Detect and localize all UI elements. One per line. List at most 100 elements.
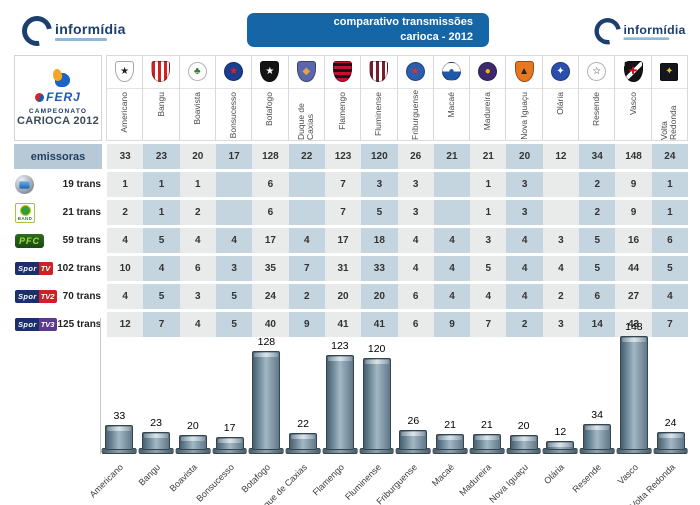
team-header-botafogo: ★ Botafogo bbox=[251, 55, 289, 141]
transmissions-cell: 24 bbox=[252, 284, 289, 309]
nova-igua-u-badge-icon: ▲ bbox=[514, 61, 534, 83]
bar-value-label: 148 bbox=[625, 321, 643, 333]
team-header-volta-redonda: ✦ Volta Redonda bbox=[650, 55, 688, 141]
transmissions-cell: 3 bbox=[215, 256, 253, 281]
chart-bar-bangu bbox=[142, 432, 171, 450]
transmissions-cell: 5 bbox=[215, 284, 253, 309]
bangu-badge-icon bbox=[151, 61, 171, 83]
madureira-badge-icon: ● bbox=[478, 62, 498, 82]
transmissions-cell: 5 bbox=[579, 256, 616, 281]
chart-bar-duque-de-caxias bbox=[289, 433, 318, 450]
emissoras-total-cell: 21 bbox=[470, 144, 507, 169]
transmissions-cell: 3 bbox=[542, 228, 580, 253]
transmissions-cell: 1 bbox=[143, 200, 180, 225]
transmissions-cell: 16 bbox=[615, 228, 652, 253]
emissoras-total-cell: 20 bbox=[506, 144, 543, 169]
transmissions-cell: 9 bbox=[615, 200, 652, 225]
team-name-label: Nova Iguaçu bbox=[518, 91, 529, 140]
chart-bar-flamengo bbox=[325, 355, 354, 450]
transmissions-cell: 7 bbox=[651, 312, 688, 337]
transmissions-cell: 7 bbox=[470, 312, 507, 337]
team-header-americano: ★ Americano bbox=[106, 55, 144, 141]
emissoras-total-cell: 33 bbox=[107, 144, 144, 169]
transmissions-cell: 6 bbox=[397, 312, 434, 337]
emissoras-row: emissoras 33 23 20 17 128 22 123 120 26 21 21 20 12 3… bbox=[14, 144, 688, 169]
emissoras-total-cell: 17 bbox=[215, 144, 253, 169]
transmissions-cell: 4 bbox=[651, 284, 688, 309]
emissoras-label: emissoras bbox=[14, 144, 102, 169]
transmissions-cell: 44 bbox=[615, 256, 652, 281]
league-line1: CAMPEONATO bbox=[28, 108, 88, 115]
team-header-cells: ★ Americano Bangu ♣ Boavista ★ Bonsucesso ★ Bota… bbox=[106, 55, 688, 141]
transmissions-cell: 27 bbox=[615, 284, 652, 309]
transmissions-cell: 7 bbox=[143, 312, 180, 337]
team-header-vasco: ✚ Vasco bbox=[614, 55, 652, 141]
emissoras-total-cell: 26 bbox=[397, 144, 434, 169]
transmissions-cell: 1 bbox=[651, 172, 688, 197]
team-name-label: Americano bbox=[119, 91, 130, 133]
transmissions-cell: 1 bbox=[143, 172, 180, 197]
transmissions-cell: 1 bbox=[470, 172, 507, 197]
team-header-friburguense: ★ Friburguense bbox=[396, 55, 434, 141]
sportv-logo-icon: Spor TV2 bbox=[15, 289, 58, 304]
chart-slot-botafogo: 128 bbox=[248, 318, 285, 454]
sportv-logo-icon: Spor TV3 bbox=[15, 317, 58, 332]
transmissions-cell: 5 bbox=[143, 228, 180, 253]
chart-slot-ol-ria: 12 bbox=[542, 318, 579, 454]
title-line1: comparativo transmissões bbox=[333, 16, 473, 29]
broadcaster-row-sportv: Spor TV 102 trans 10 4 6 3 35 7 31 33 4 4 5 4 4 5 44 5 bbox=[14, 256, 688, 281]
transmissions-cell bbox=[288, 172, 325, 197]
transmissions-cell: 33 bbox=[361, 256, 398, 281]
team-header-resende: ☆ Resende bbox=[578, 55, 616, 141]
chart-bar-ol-ria bbox=[546, 441, 575, 450]
broadcaster-trans-count: 21 trans bbox=[62, 207, 101, 218]
team-header-flamengo: Flamengo bbox=[323, 55, 362, 141]
team-name-label: Madureira bbox=[482, 91, 493, 130]
league-logo-cell: FERJ CAMPEONATO CARIOCA 2012 bbox=[14, 55, 102, 141]
transmissions-cell: 2 bbox=[179, 200, 216, 225]
transmissions-cell bbox=[215, 200, 253, 225]
broadcaster-trans-count: 125 trans bbox=[57, 319, 102, 330]
team-name-label: Flamengo bbox=[337, 91, 348, 130]
duque-de-caxias-badge-icon: ◆ bbox=[296, 61, 316, 83]
ferj-flame-icon bbox=[46, 68, 70, 89]
chart-slot-madureira: 21 bbox=[469, 318, 506, 454]
bar-value-label: 128 bbox=[257, 336, 276, 348]
botafogo-badge-icon: ★ bbox=[260, 61, 280, 83]
transmissions-cell: 6 bbox=[179, 256, 216, 281]
transmissions-cell: 6 bbox=[579, 284, 616, 309]
team-name-label: Bonsucesso bbox=[228, 91, 239, 138]
transmissions-cell: 6 bbox=[397, 284, 434, 309]
transmissions-cell: 40 bbox=[252, 312, 289, 337]
transmissions-cell: 5 bbox=[215, 312, 253, 337]
team-header-fluminense: Fluminense bbox=[360, 55, 398, 141]
title-line2: carioca - 2012 bbox=[400, 31, 473, 43]
transmissions-cell: 7 bbox=[324, 172, 362, 197]
transmissions-cell: 1 bbox=[107, 172, 144, 197]
x-axis-label-americano: Americano bbox=[87, 462, 126, 500]
chart-bar-madureira bbox=[472, 434, 501, 450]
ol-ria-badge-icon: ✦ bbox=[550, 62, 570, 82]
brand-name: informídia bbox=[623, 21, 686, 37]
boavista-badge-icon: ♣ bbox=[187, 62, 207, 82]
team-header-boavista: ♣ Boavista bbox=[178, 55, 216, 141]
chart-slot-flamengo: 123 bbox=[322, 318, 359, 454]
bar-value-label: 123 bbox=[331, 340, 349, 352]
team-name-label: Macaé bbox=[446, 91, 456, 118]
emissoras-cells: 33 23 20 17 128 22 123 120 26 21 21 20 12 34 148 24 bbox=[107, 144, 688, 169]
table-header-row: FERJ CAMPEONATO CARIOCA 2012 ★ Americano B… bbox=[14, 55, 688, 141]
chart-bar-friburguense bbox=[399, 430, 428, 450]
broadcaster-row-sportv3: Spor TV3 125 trans 12 7 4 5 40 9 41 41 6 9 7 2 3 14 43 7 bbox=[14, 312, 688, 337]
bar-value-label: 21 bbox=[481, 419, 493, 431]
emissoras-total-cell: 24 bbox=[651, 144, 688, 169]
volta-redonda-badge-icon: ✦ bbox=[660, 62, 679, 81]
title-banner: comparativo transmissões carioca - 2012 bbox=[247, 13, 489, 47]
bar-value-label: 21 bbox=[444, 419, 456, 431]
transmissions-cell: 3 bbox=[361, 172, 398, 197]
chart-slot-vasco: 148 bbox=[616, 318, 653, 454]
team-name-label: Duque de Caxias bbox=[296, 102, 316, 140]
team-header-bonsucesso: ★ Bonsucesso bbox=[214, 55, 253, 141]
transmissions-cell: 17 bbox=[252, 228, 289, 253]
transmissions-cell: 4 bbox=[179, 228, 216, 253]
